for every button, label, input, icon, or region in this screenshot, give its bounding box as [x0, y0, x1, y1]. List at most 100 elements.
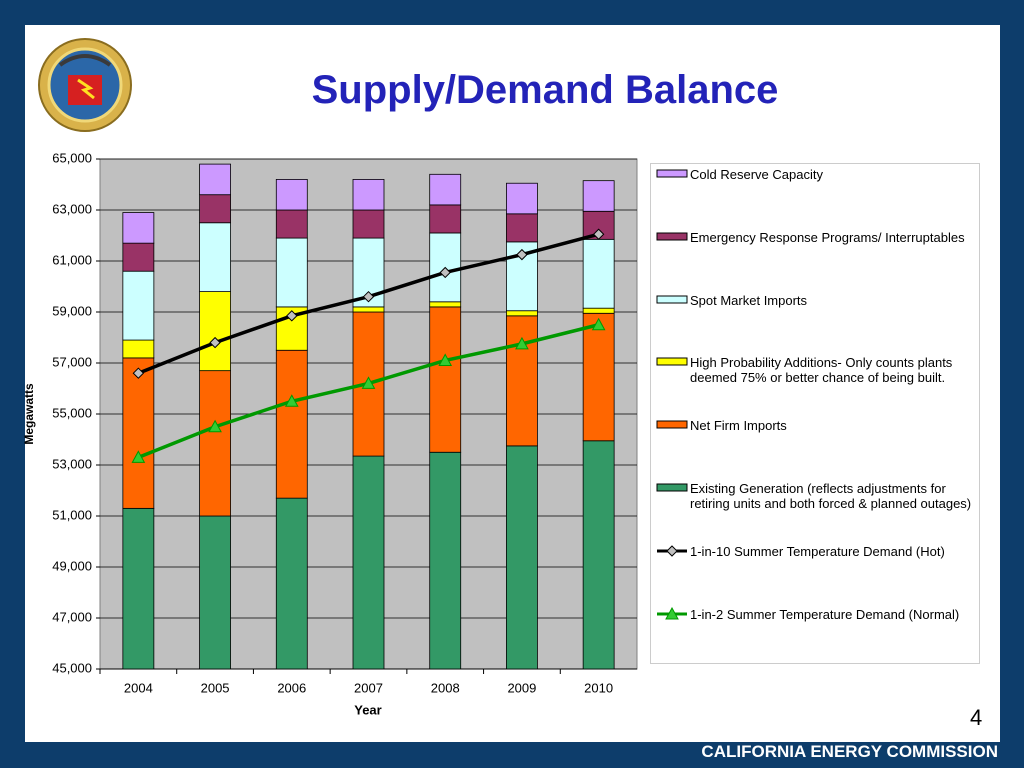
x-tick-label: 2009: [507, 680, 536, 695]
y-tick-label: 53,000: [52, 456, 92, 471]
legend-swatch-box: [656, 169, 688, 178]
marker: [665, 606, 679, 620]
legend-swatch-box: [656, 232, 688, 241]
x-tick-label: 2010: [584, 680, 613, 695]
marker: [592, 228, 605, 240]
y-tick-label: 63,000: [52, 201, 92, 216]
logo: [38, 38, 132, 132]
legend-label: Emergency Response Programs/ Interruptab…: [690, 229, 965, 245]
bar-segment: [275, 209, 308, 239]
bar-segment: [429, 204, 462, 234]
marker: [286, 310, 298, 322]
legend-label: 1-in-2 Summer Temperature Demand (Normal…: [690, 606, 960, 622]
bar-segment: [122, 242, 155, 272]
marker: [591, 317, 606, 331]
bar-segment: [122, 357, 155, 509]
bar-segment: [199, 194, 231, 224]
footer: CALIFORNIA ENERGY COMMISSION: [701, 742, 998, 761]
legend-label: Existing Generation (reflects adjustment…: [690, 481, 972, 511]
legend-label: 1-in-10 Summer Temperature Demand (Hot): [690, 543, 945, 559]
legend-swatch: [656, 420, 688, 429]
x-axis-label: Year: [354, 702, 381, 717]
bar-segment: [352, 306, 385, 313]
bar-segment: [352, 455, 385, 670]
page-number: 4: [970, 705, 983, 730]
bar-segment: [275, 237, 308, 308]
marker: [362, 290, 375, 303]
bar-segment: [429, 451, 462, 670]
legend-swatch-box: [656, 483, 688, 492]
x-tick-label: 2004: [124, 680, 153, 695]
bar-segment: [275, 497, 308, 670]
legend-swatch: [656, 483, 688, 492]
bar-segment: [582, 180, 615, 212]
marker: [132, 367, 145, 379]
legend-label: Cold Reserve Capacity: [690, 167, 823, 182]
bar-segment: [199, 370, 231, 517]
bar-segment: [506, 213, 538, 243]
bar-segment: [199, 222, 231, 292]
marker: [284, 394, 299, 407]
x-tick-label: 2007: [354, 680, 383, 695]
marker: [438, 353, 453, 366]
bar-segment: [352, 178, 385, 211]
bar-segment: [582, 307, 615, 314]
y-tick-label: 55,000: [52, 405, 92, 420]
legend-label: Spot Market Imports: [690, 292, 808, 308]
bar-segment: [506, 445, 538, 670]
bar-segment: [429, 173, 462, 206]
bar-segment: [582, 238, 615, 309]
marker: [439, 266, 451, 279]
legend-swatch: [656, 232, 688, 241]
bar-segment: [506, 315, 538, 447]
slide-title: Supply/Demand Balance: [311, 68, 779, 112]
bar-segment: [122, 507, 155, 670]
y-axis-label: Megawatts: [22, 383, 36, 445]
y-tick-label: 59,000: [52, 303, 92, 318]
legend-swatch-box: [656, 420, 688, 429]
y-tick-label: 51,000: [52, 507, 92, 522]
legend-swatch: [656, 295, 688, 304]
y-tick-label: 61,000: [52, 252, 92, 267]
x-tick-label: 2005: [201, 680, 230, 695]
bar-segment: [582, 312, 615, 442]
legend-swatch-box: [656, 357, 688, 366]
marker: [516, 248, 528, 261]
x-tick-label: 2006: [277, 680, 306, 695]
bar-segment: [506, 182, 538, 215]
y-tick-label: 45,000: [52, 660, 92, 675]
marker: [131, 450, 146, 463]
bar-segment: [582, 440, 615, 670]
bar-segment: [506, 310, 538, 317]
legend-swatch: [657, 606, 687, 620]
marker: [209, 336, 221, 349]
bar-segment: [122, 212, 155, 244]
marker: [666, 545, 678, 557]
bar-segment: [199, 515, 231, 670]
y-tick-label: 49,000: [52, 558, 92, 573]
bar-segment: [122, 339, 155, 359]
y-tick-label: 65,000: [52, 150, 92, 165]
marker: [208, 419, 222, 433]
marker: [515, 336, 529, 350]
legend-label: High Probability Additions- Only counts …: [690, 355, 953, 386]
legend-swatch: [657, 545, 687, 557]
legend: Cold Reserve Capacity Emergency Response …: [650, 163, 980, 664]
bar-segment: [275, 349, 308, 499]
x-tick-label: 2008: [431, 680, 460, 695]
y-tick-label: 47,000: [52, 609, 92, 624]
legend-swatch: [656, 357, 688, 366]
legend-swatch: [656, 169, 688, 178]
y-tick-label: 57,000: [52, 354, 92, 369]
bar-segment: [275, 178, 308, 211]
bar-segment: [199, 163, 231, 196]
marker: [361, 376, 376, 389]
bar-segment: [199, 291, 231, 372]
legend-label: Net Firm Imports: [690, 418, 787, 434]
bar-segment: [429, 301, 462, 308]
legend-swatch-box: [656, 295, 688, 304]
bar-segment: [122, 270, 155, 341]
bar-segment: [429, 306, 462, 453]
